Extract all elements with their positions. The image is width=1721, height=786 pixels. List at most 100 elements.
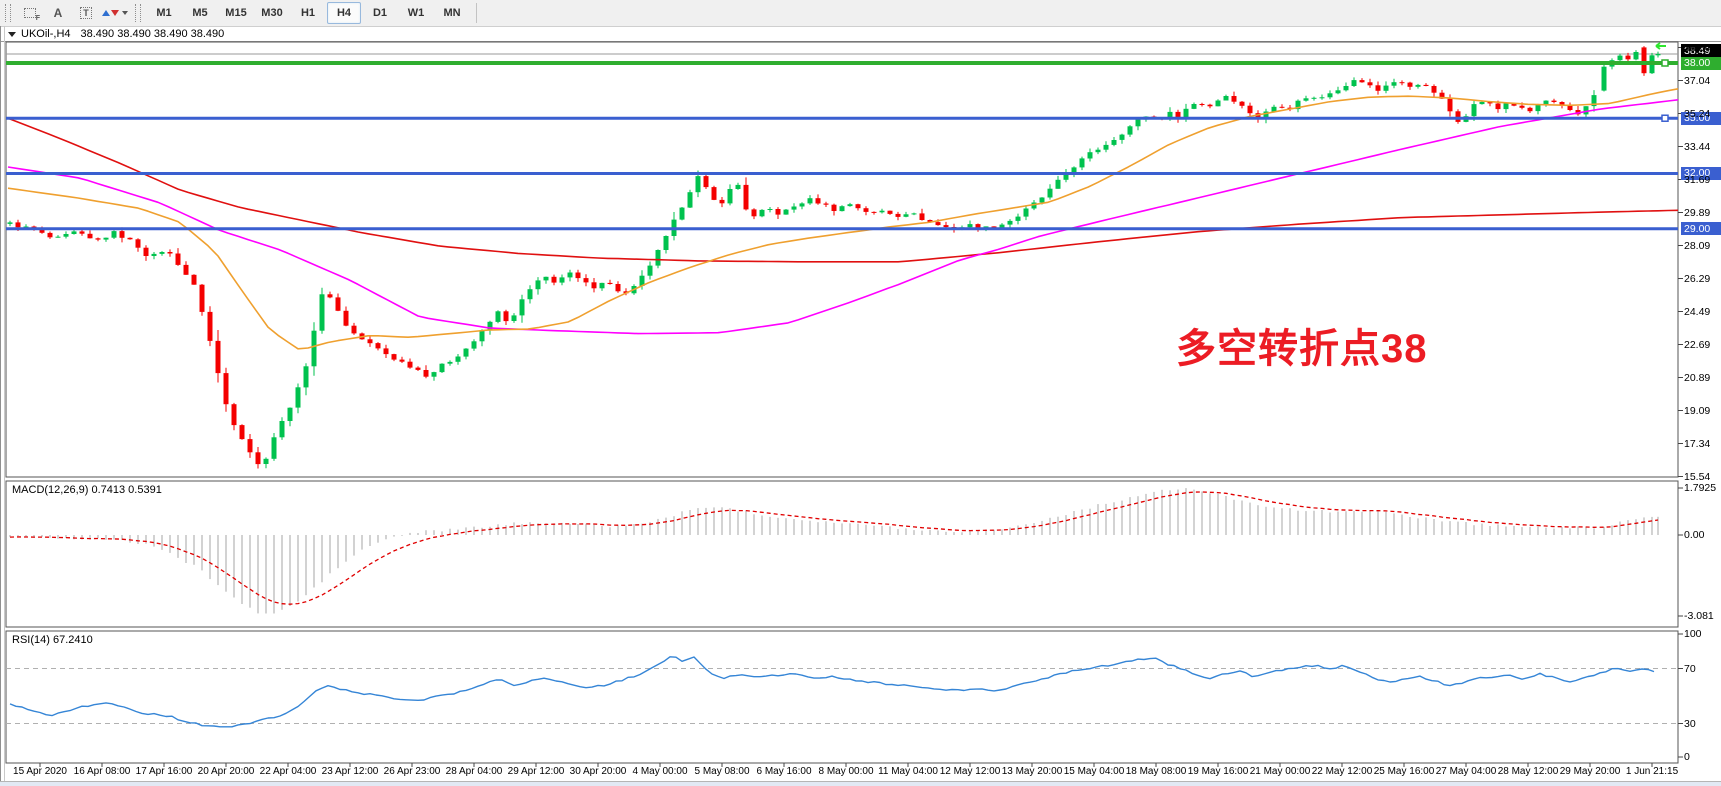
macd-tick-label: -3.081: [1684, 610, 1714, 622]
rsi-panel-border: [5, 630, 1679, 764]
hline-handle-38.00[interactable]: [1661, 59, 1669, 67]
timeframe-button-w1[interactable]: W1: [407, 7, 425, 19]
date-label: 26 Apr 23:00: [383, 766, 441, 777]
date-label: 25 May 16:00: [1373, 766, 1435, 777]
rsi-tick-label: 70: [1684, 662, 1696, 675]
chart-symbol-dropdown-icon[interactable]: [8, 31, 16, 37]
timeframe-button-m1[interactable]: M1: [156, 7, 172, 19]
toolbar-grip-handle[interactable]: [5, 4, 11, 22]
date-label: 5 May 08:00: [694, 766, 750, 777]
price-tick-label: 29.89: [1684, 206, 1711, 219]
price-tick-label: 19.09: [1684, 404, 1711, 417]
timeframe-button-h1[interactable]: H1: [300, 7, 316, 19]
timeframe-button-m30[interactable]: M30: [261, 7, 283, 19]
arrow-down-icon: [111, 10, 119, 16]
timeframe-grip-handle[interactable]: [135, 4, 141, 22]
timeframe-button-m5[interactable]: M5: [192, 7, 208, 19]
date-label: 29 May 20:00: [1559, 766, 1621, 777]
timeframe-button-d1[interactable]: D1: [372, 7, 388, 19]
candlestick-series: [7, 46, 1661, 469]
price-tick-label: 38.84: [1684, 41, 1711, 54]
main-plot-border: [5, 41, 1679, 478]
ma-red-slow-line: [7, 117, 1679, 263]
timeframe-button-h4[interactable]: H4: [327, 2, 361, 24]
ma-orange-fast-line: [7, 88, 1679, 350]
ma-magenta-medium-line: [7, 99, 1679, 335]
price-tick-label: 35.24: [1684, 107, 1711, 120]
macd-tick-label: 0.00: [1684, 529, 1705, 541]
date-label: 27 May 04:00: [1435, 766, 1497, 777]
date-label: 16 Apr 08:00: [73, 766, 131, 777]
price-tick-label: 28.09: [1684, 239, 1711, 252]
window-bottom-edge: [0, 781, 1721, 782]
toolbar-separator: [476, 3, 477, 23]
rsi-indicator-label: RSI(14) 67.2410: [12, 634, 93, 646]
price-tick-label: 15.54: [1684, 470, 1711, 483]
date-label: 29 Apr 12:00: [507, 766, 565, 777]
date-label: 13 May 20:00: [1001, 766, 1063, 777]
date-label: 21 May 00:00: [1249, 766, 1311, 777]
window-left-edge: [0, 26, 1, 786]
frame-f-label: F: [35, 15, 40, 22]
macd-signal-line: [9, 491, 1659, 605]
hline-badge-29.00: 29.00: [1681, 222, 1721, 236]
date-label: 28 May 12:00: [1497, 766, 1559, 777]
toolbar: F A T M1 M5 M15 M30 H1 H4 D1 W1 MN: [0, 0, 1721, 27]
text-label-icon: T: [80, 7, 92, 19]
rsi-tick-label: 30: [1684, 717, 1696, 730]
chart-annotation-text[interactable]: 多空转折点38: [1176, 327, 1428, 371]
dropdown-caret-icon: [122, 11, 128, 15]
price-tick-label: 31.69: [1684, 173, 1711, 186]
window-bottom-strip: [0, 782, 1721, 786]
date-label: 19 May 16:00: [1187, 766, 1249, 777]
price-tick-label: 24.49: [1684, 305, 1711, 318]
timeframe-buttons-group: M1 M5 M15 M30 H1 H4 D1 W1 MN: [146, 2, 470, 24]
price-tick-label: 22.69: [1684, 338, 1711, 351]
date-label: 22 Apr 04:00: [259, 766, 317, 777]
macd-histogram: [9, 488, 1659, 614]
date-label: 8 May 00:00: [818, 766, 874, 777]
timeframe-button-mn[interactable]: MN: [443, 7, 461, 19]
timeframe-button-m15[interactable]: M15: [225, 7, 247, 19]
date-label: 23 Apr 12:00: [321, 766, 379, 777]
latest-price-marker-icon: [1655, 42, 1666, 50]
window-left-edge-inner: [4, 26, 5, 786]
chart-symbol-label: UKOil-,H4: [21, 28, 71, 40]
chart-ohlc-values: 38.490 38.490 38.490 38.490: [80, 28, 225, 40]
rsi-line: [9, 656, 1655, 728]
hline-badge-38.00: 38.00: [1681, 56, 1721, 70]
macd-panel-border: [5, 480, 1679, 628]
hline-handle-35.00[interactable]: [1661, 114, 1669, 122]
chart-title-bar: UKOil-,H4 38.490 38.490 38.490 38.490: [0, 27, 1721, 41]
hline-badge-32.00: 32.00: [1681, 166, 1721, 180]
macd-tick-label: 1.7925: [1684, 482, 1717, 494]
tool-dotted-frame-f-button[interactable]: F: [17, 2, 43, 24]
price-tick-label: 26.29: [1684, 272, 1711, 285]
price-tick-label: 17.34: [1684, 437, 1711, 450]
dotted-frame-icon: F: [24, 8, 40, 22]
rsi-tick-label: 0: [1684, 751, 1690, 763]
text-a-icon: A: [53, 6, 63, 20]
price-tick-label: 20.89: [1684, 371, 1711, 384]
current-price-badge: 38.49: [1681, 44, 1721, 57]
tool-text-a-button[interactable]: A: [45, 2, 71, 24]
tool-text-label-button[interactable]: T: [73, 2, 99, 24]
rsi-panel-splitter[interactable]: [0, 627, 1721, 631]
price-tick-label: 37.04: [1684, 74, 1711, 87]
date-label: 20 Apr 20:00: [197, 766, 255, 777]
macd-panel-splitter[interactable]: [0, 477, 1721, 481]
tool-arrows-dropdown-button[interactable]: [101, 2, 129, 24]
date-label: 15 Apr 2020: [13, 766, 67, 777]
hline-badge-35.00: 35.00: [1681, 111, 1721, 125]
rsi-tick-label: 100: [1684, 628, 1702, 640]
date-label: 6 May 16:00: [756, 766, 812, 777]
date-label: 1 Jun 21:15: [1625, 766, 1679, 777]
date-label: 18 May 08:00: [1125, 766, 1187, 777]
date-label: 30 Apr 20:00: [569, 766, 627, 777]
date-label: 22 May 12:00: [1311, 766, 1373, 777]
date-label: 4 May 00:00: [632, 766, 688, 777]
date-label: 11 May 04:00: [878, 766, 938, 777]
